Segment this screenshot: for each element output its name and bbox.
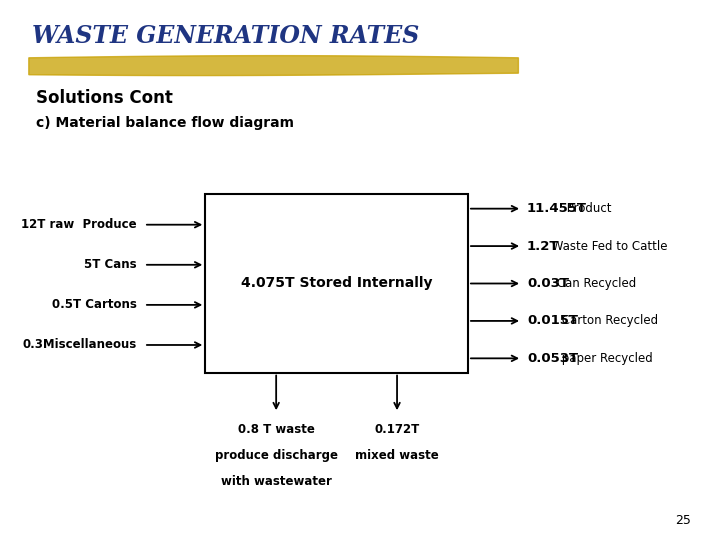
Text: Solutions Cont: Solutions Cont xyxy=(36,89,173,107)
Text: Can Recycled: Can Recycled xyxy=(553,277,636,290)
Text: mixed waste: mixed waste xyxy=(355,449,439,462)
Text: WASTE GENERATION RATES: WASTE GENERATION RATES xyxy=(32,24,420,48)
Text: produce discharge: produce discharge xyxy=(215,449,338,462)
Polygon shape xyxy=(29,56,518,76)
Text: 25: 25 xyxy=(675,514,691,526)
Text: 11.455T: 11.455T xyxy=(527,202,587,215)
Text: 0.172T: 0.172T xyxy=(374,423,420,436)
Text: 4.075T Stored Internally: 4.075T Stored Internally xyxy=(241,276,432,291)
Text: c) Material balance flow diagram: c) Material balance flow diagram xyxy=(36,116,294,130)
Text: paper Recycled: paper Recycled xyxy=(558,352,652,365)
Text: 0.3Miscellaneous: 0.3Miscellaneous xyxy=(22,339,137,352)
Text: 0.03T: 0.03T xyxy=(527,277,569,290)
Bar xyxy=(205,194,468,373)
Text: Waste Fed to Cattle: Waste Fed to Cattle xyxy=(548,240,667,253)
Text: Product: Product xyxy=(563,202,611,215)
Text: 12T raw  Produce: 12T raw Produce xyxy=(21,218,137,231)
Text: 0.053T: 0.053T xyxy=(527,352,578,365)
Text: with wastewater: with wastewater xyxy=(221,475,332,488)
Text: Carton Recycled: Carton Recycled xyxy=(558,314,658,327)
Text: 1.2T: 1.2T xyxy=(527,240,559,253)
Text: 0.015T: 0.015T xyxy=(527,314,578,327)
Text: 5T Cans: 5T Cans xyxy=(84,258,137,271)
Text: 0.8 T waste: 0.8 T waste xyxy=(238,423,315,436)
Text: 0.5T Cartons: 0.5T Cartons xyxy=(52,299,137,312)
